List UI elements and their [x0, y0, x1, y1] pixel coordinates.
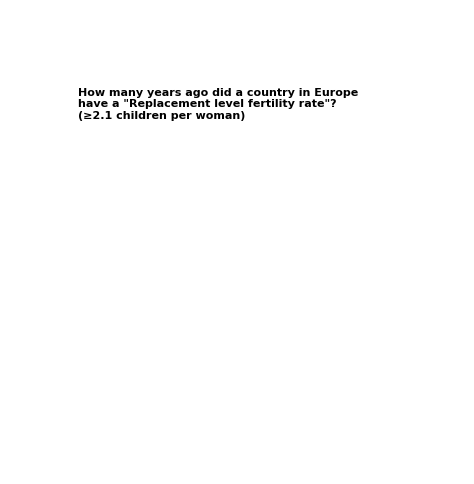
Text: How many years ago did a country in Europe
have a "Replacement level fertility r: How many years ago did a country in Euro… [78, 88, 358, 121]
